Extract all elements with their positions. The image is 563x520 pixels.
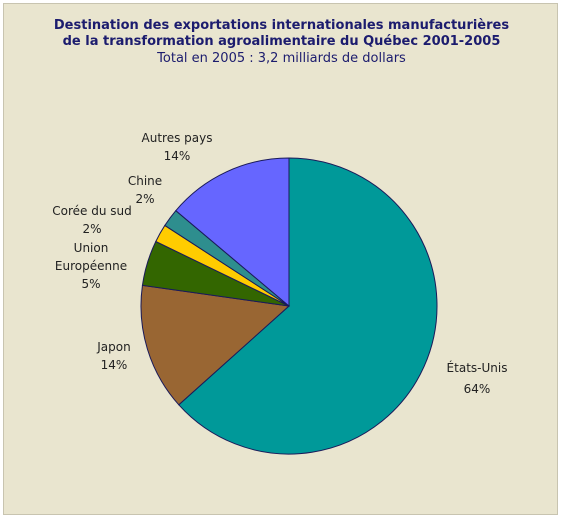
slice-value-label: 2%	[82, 222, 102, 236]
pie-slice	[175, 157, 290, 308]
slice-label: Japon	[97, 340, 131, 354]
chart-panel: Destination des exportations internation…	[3, 3, 558, 515]
slice-label: Union Européenne	[54, 241, 128, 273]
slice-label: Corée du sud	[52, 204, 132, 218]
slice-label: États-Unis	[446, 361, 508, 375]
slice-label: Chine	[127, 174, 163, 188]
pie-slice	[140, 284, 291, 406]
pie	[140, 157, 438, 455]
slice-value-label: 64%	[463, 382, 491, 396]
pie-slice	[178, 157, 438, 455]
slice-label: Autres pays	[141, 131, 213, 145]
slice-value-label: 5%	[81, 277, 101, 291]
chart-subtitle: Total en 2005 : 3,2 milliards de dollars	[157, 51, 406, 66]
slice-value-label: 14%	[100, 358, 128, 372]
slice-value-label: 2%	[135, 192, 155, 206]
chart-title: Destination des exportations internation…	[53, 18, 510, 33]
chart-title: de la transformation agroalimentaire du …	[62, 34, 501, 49]
slice-value-label: 14%	[163, 149, 191, 163]
